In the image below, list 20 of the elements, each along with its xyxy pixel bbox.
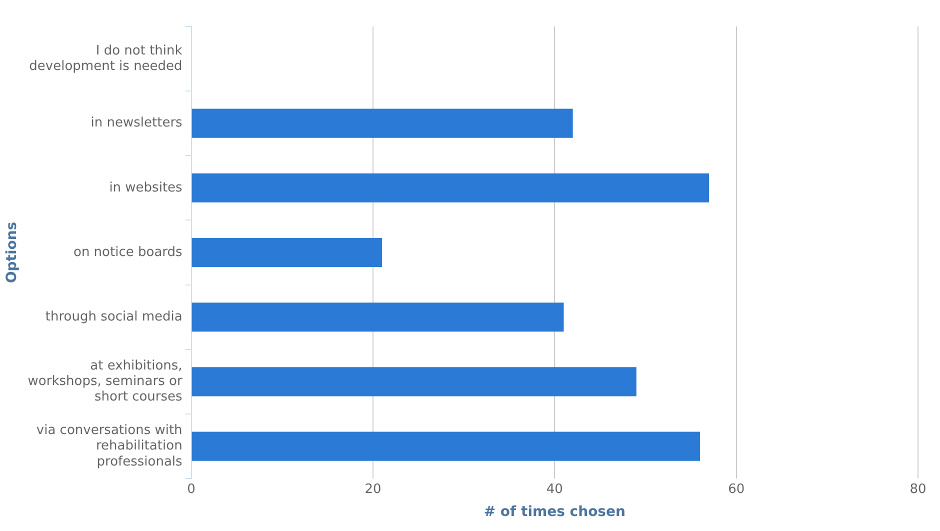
y-tick-label: via conversations with rehabilitation professionals — [36, 423, 183, 470]
x-tick-label: 60 — [728, 482, 745, 497]
bar — [192, 238, 382, 268]
bar — [192, 108, 573, 138]
x-tick-label: 40 — [546, 482, 563, 497]
y-tick-label: on notice boards — [73, 244, 183, 260]
y-tick-label: in websites — [109, 180, 183, 196]
x-tick-label: 20 — [364, 482, 382, 497]
y-tick-label: through social media — [45, 309, 182, 324]
x-tick-label: 0 — [187, 482, 196, 497]
bar — [192, 173, 710, 202]
bar — [192, 302, 564, 332]
bar — [192, 432, 700, 461]
x-axis-title: # of times chosen — [484, 504, 626, 520]
bar — [192, 367, 636, 396]
y-tick-label: I do not think development is needed — [29, 43, 183, 74]
y-tick-label: in newsletters — [90, 116, 183, 131]
y-axis-title: Options — [4, 222, 20, 284]
y-tick-label: at exhibitions, workshops, seminars or short courses — [28, 358, 183, 405]
x-tick-label: 80 — [910, 482, 926, 497]
